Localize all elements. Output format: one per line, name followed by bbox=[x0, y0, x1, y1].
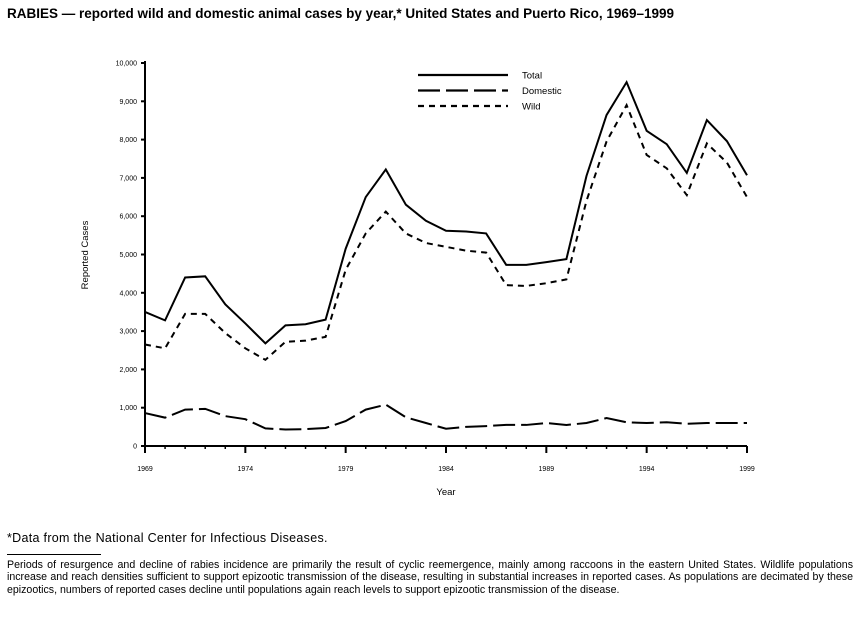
legend-label-wild: Wild bbox=[522, 102, 540, 113]
x-tick-label: 1984 bbox=[438, 466, 454, 473]
y-tick-label: 8,000 bbox=[119, 137, 137, 144]
y-tick-label: 4,000 bbox=[119, 290, 137, 297]
y-axis-label: Reported Cases bbox=[80, 220, 91, 289]
rabies-line-chart: 0 1,000 2,000 3,000 4,000 5,000 6,000 7,000 8,00… bbox=[80, 61, 755, 499]
x-tick-label: 1974 bbox=[238, 466, 254, 473]
x-axis-label: Year bbox=[436, 487, 455, 498]
legend-label-domestic: Domestic bbox=[522, 86, 562, 97]
y-tick-label: 9,000 bbox=[119, 99, 137, 106]
y-tick-label: 6,000 bbox=[119, 214, 137, 221]
y-tick-label: 10,000 bbox=[116, 61, 138, 68]
y-tick-label: 2,000 bbox=[119, 367, 137, 374]
footnote: *Data from the National Center for Infec… bbox=[7, 531, 328, 545]
y-tick-label: 0 bbox=[133, 444, 137, 451]
y-tick-label: 1,000 bbox=[119, 405, 137, 412]
x-tick-label: 1994 bbox=[639, 466, 655, 473]
x-tick-label: 1969 bbox=[137, 466, 153, 473]
x-tick-label: 1979 bbox=[338, 466, 354, 473]
footnote-divider bbox=[7, 554, 101, 555]
legend-label-total: Total bbox=[522, 71, 542, 82]
x-tick-label: 1989 bbox=[539, 466, 555, 473]
explanatory-paragraph: Periods of resurgence and decline of rab… bbox=[7, 559, 853, 596]
page-title: RABIES — reported wild and domestic anim… bbox=[7, 6, 674, 21]
y-tick-label: 7,000 bbox=[119, 175, 137, 182]
series-line-domestic bbox=[144, 403, 747, 431]
series-line-total bbox=[144, 79, 748, 345]
y-tick-label: 3,000 bbox=[119, 329, 137, 336]
series-line-wild bbox=[144, 102, 748, 362]
y-tick-label: 5,000 bbox=[119, 252, 137, 259]
x-tick-label: 1999 bbox=[739, 466, 755, 473]
